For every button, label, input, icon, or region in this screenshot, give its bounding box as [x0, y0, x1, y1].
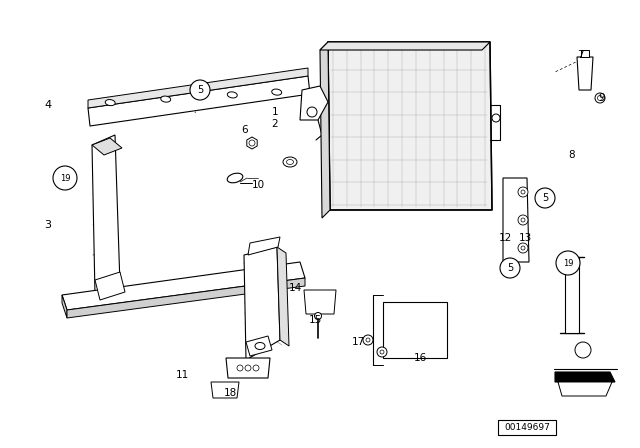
- Polygon shape: [248, 237, 280, 255]
- Polygon shape: [383, 302, 447, 358]
- Circle shape: [521, 246, 525, 250]
- Text: 9: 9: [598, 93, 605, 103]
- Text: 5: 5: [507, 263, 513, 273]
- Text: 6: 6: [242, 125, 248, 135]
- Polygon shape: [558, 382, 612, 396]
- Circle shape: [237, 365, 243, 371]
- Polygon shape: [88, 76, 310, 126]
- Circle shape: [307, 107, 317, 117]
- Ellipse shape: [227, 92, 237, 98]
- Text: 5: 5: [197, 85, 203, 95]
- Circle shape: [535, 188, 555, 208]
- Polygon shape: [67, 278, 305, 318]
- Text: 17: 17: [351, 337, 365, 347]
- Circle shape: [314, 313, 321, 319]
- Circle shape: [500, 258, 520, 278]
- Polygon shape: [300, 86, 328, 120]
- Circle shape: [575, 342, 591, 358]
- Ellipse shape: [161, 96, 171, 102]
- Text: 12: 12: [499, 233, 511, 243]
- FancyBboxPatch shape: [498, 420, 556, 435]
- Polygon shape: [246, 336, 272, 356]
- Text: 10: 10: [252, 180, 264, 190]
- Ellipse shape: [283, 157, 297, 167]
- Circle shape: [190, 80, 210, 100]
- Ellipse shape: [272, 89, 282, 95]
- Polygon shape: [226, 358, 270, 378]
- Circle shape: [518, 215, 528, 225]
- Circle shape: [518, 187, 528, 197]
- Text: 3: 3: [45, 220, 51, 230]
- Circle shape: [253, 365, 259, 371]
- Text: 15: 15: [308, 315, 322, 325]
- Text: 2: 2: [272, 119, 278, 129]
- Text: 19: 19: [60, 173, 70, 182]
- Text: 4: 4: [44, 100, 52, 110]
- Ellipse shape: [105, 99, 115, 106]
- Polygon shape: [328, 42, 492, 210]
- Polygon shape: [62, 262, 305, 310]
- Text: 18: 18: [223, 388, 237, 398]
- Text: 7: 7: [577, 50, 583, 60]
- Circle shape: [598, 95, 602, 100]
- Text: 00149697: 00149697: [504, 422, 550, 431]
- Polygon shape: [565, 257, 579, 333]
- Polygon shape: [555, 372, 615, 382]
- Polygon shape: [277, 247, 289, 346]
- Circle shape: [518, 243, 528, 253]
- Text: 11: 11: [175, 370, 189, 380]
- Circle shape: [363, 335, 373, 345]
- Polygon shape: [244, 247, 280, 360]
- Polygon shape: [92, 135, 120, 295]
- Circle shape: [366, 338, 370, 342]
- Polygon shape: [503, 178, 529, 262]
- Ellipse shape: [227, 173, 243, 183]
- Polygon shape: [88, 68, 308, 108]
- Circle shape: [380, 350, 384, 354]
- Circle shape: [53, 166, 77, 190]
- Polygon shape: [211, 382, 239, 398]
- Polygon shape: [92, 138, 122, 155]
- Circle shape: [492, 114, 500, 122]
- Circle shape: [521, 218, 525, 222]
- Polygon shape: [95, 272, 125, 300]
- Circle shape: [595, 93, 605, 103]
- Polygon shape: [304, 290, 336, 314]
- Text: 19: 19: [563, 258, 573, 267]
- Circle shape: [521, 190, 525, 194]
- Polygon shape: [577, 57, 593, 90]
- Ellipse shape: [255, 343, 265, 349]
- Ellipse shape: [287, 159, 294, 164]
- Circle shape: [249, 140, 255, 146]
- Text: 13: 13: [518, 233, 532, 243]
- Polygon shape: [62, 295, 67, 318]
- Text: 5: 5: [542, 193, 548, 203]
- Text: 1: 1: [272, 107, 278, 117]
- Polygon shape: [320, 42, 490, 50]
- Text: 8: 8: [569, 150, 575, 160]
- Text: 14: 14: [289, 283, 301, 293]
- Polygon shape: [320, 42, 330, 218]
- Text: 16: 16: [413, 353, 427, 363]
- Circle shape: [245, 365, 251, 371]
- Polygon shape: [247, 137, 257, 149]
- Circle shape: [556, 251, 580, 275]
- Polygon shape: [581, 50, 589, 57]
- Circle shape: [377, 347, 387, 357]
